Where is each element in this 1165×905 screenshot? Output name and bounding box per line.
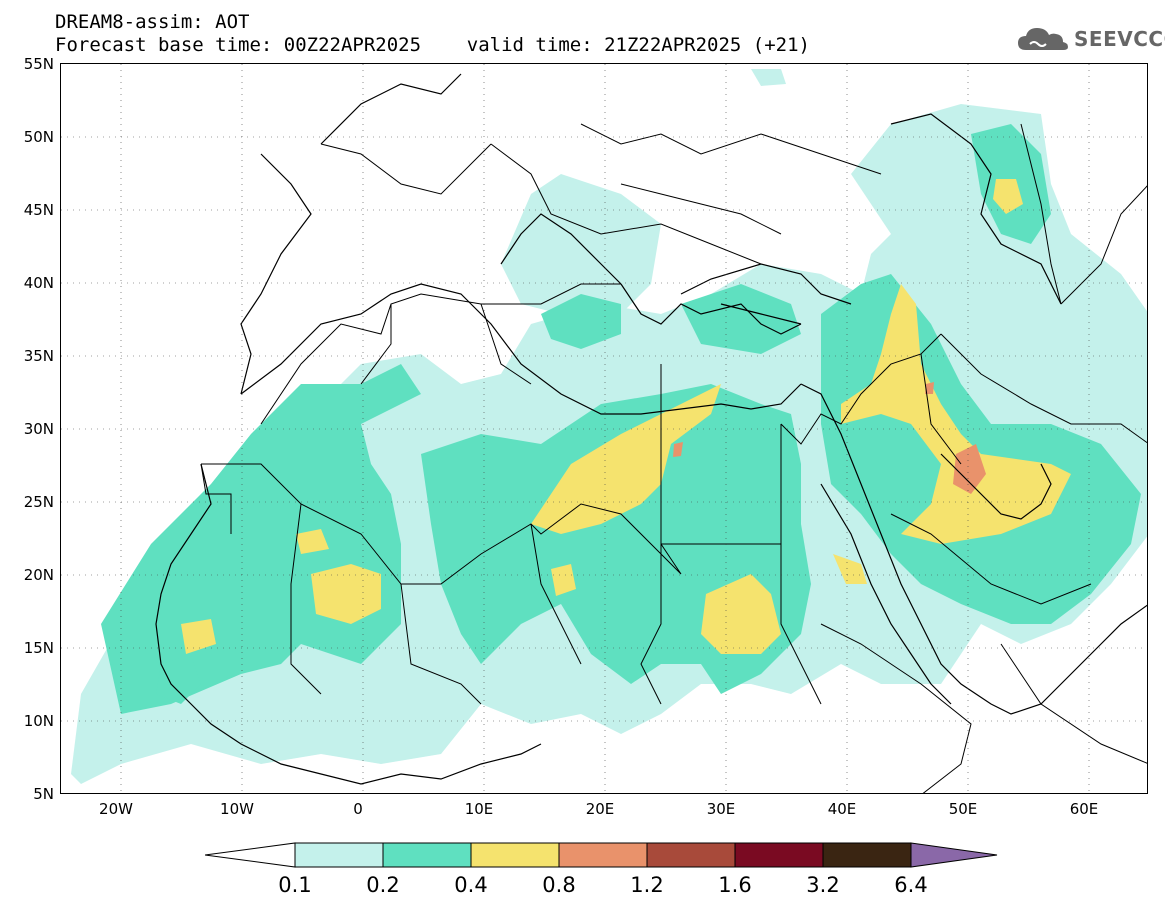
lon-label: 20W	[99, 800, 133, 818]
lat-label: 35N	[23, 347, 54, 365]
lat-label: 45N	[23, 201, 54, 219]
seevccc-logo: SEEVCCC	[1016, 22, 1165, 56]
colorbar-label: 0.2	[366, 873, 400, 897]
lon-label: 30E	[706, 800, 736, 818]
lon-label: 60E	[1069, 800, 1099, 818]
aot-field-high	[181, 179, 1071, 654]
aot-field-medium	[101, 124, 1141, 714]
map-canvas	[61, 64, 1147, 793]
lon-label: 50E	[948, 800, 978, 818]
colorbar-label: 0.1	[278, 873, 312, 897]
lat-label: 25N	[23, 493, 54, 511]
product-title: DREAM8-assim: AOT	[55, 11, 250, 33]
colorbar-swatch	[646, 842, 736, 868]
forecast-time-line: Forecast base time: 00Z22APR2025 valid t…	[55, 34, 810, 56]
colorbar-swatch	[470, 842, 560, 868]
lat-label: 50N	[23, 128, 54, 146]
colorbar-low-extend	[204, 842, 296, 868]
colorbar-swatch	[822, 842, 912, 868]
colorbar-high-extend	[910, 842, 998, 868]
colorbar-label: 0.4	[454, 873, 488, 897]
lon-label: 10E	[464, 800, 494, 818]
country-borders	[200, 123, 1147, 793]
colorbar-label: 0.8	[542, 873, 576, 897]
lon-label: 10W	[220, 800, 254, 818]
colorbar-label: 1.6	[718, 873, 752, 897]
aot-map	[60, 63, 1148, 794]
lat-label: 5N	[33, 785, 54, 803]
coastlines	[155, 73, 1147, 785]
lat-label: 15N	[23, 639, 54, 657]
colorbar-label: 3.2	[806, 873, 840, 897]
colorbar-label: 1.2	[630, 873, 664, 897]
colorbar-swatch	[382, 842, 472, 868]
logo-text: SEEVCCC	[1074, 27, 1165, 51]
lon-label: 40E	[827, 800, 857, 818]
colorbar-swatch	[294, 842, 384, 868]
lon-label: 0	[353, 800, 363, 818]
colorbar-label: 6.4	[894, 873, 928, 897]
colorbar	[204, 842, 1000, 868]
colorbar-swatch	[558, 842, 648, 868]
lat-label: 55N	[23, 55, 54, 73]
cloud-icon	[1018, 28, 1068, 50]
lat-label: 30N	[23, 420, 54, 438]
colorbar-swatch	[734, 842, 824, 868]
lat-label: 10N	[23, 712, 54, 730]
aot-field-very-high	[673, 382, 986, 494]
lat-label: 40N	[23, 274, 54, 292]
lat-label: 20N	[23, 566, 54, 584]
lon-label: 20E	[585, 800, 615, 818]
